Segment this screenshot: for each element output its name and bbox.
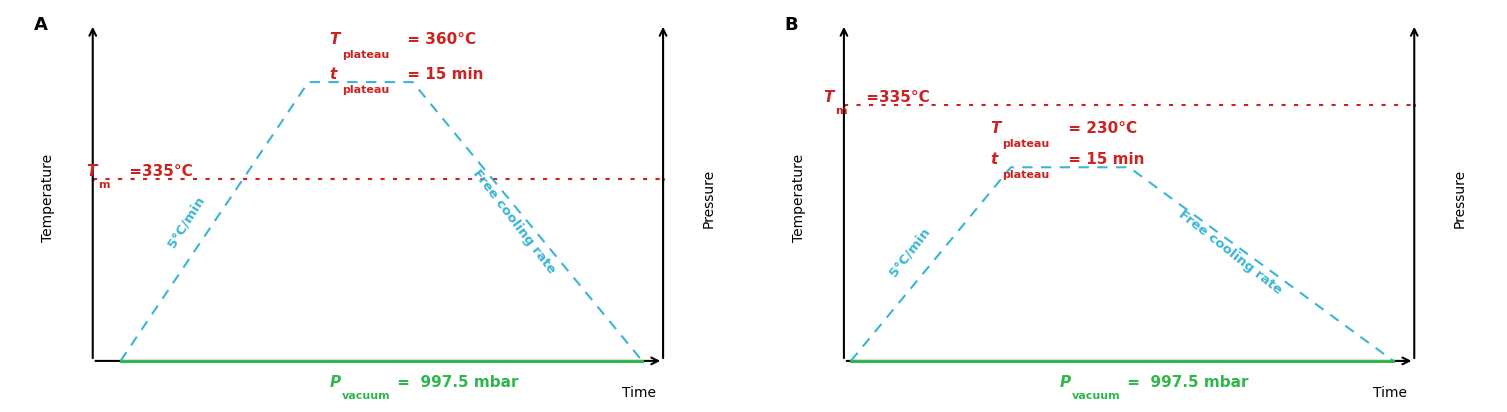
Text: Pressure: Pressure [701,169,716,228]
Text: vacuum: vacuum [1071,391,1121,401]
Text: =  997.5 mbar: = 997.5 mbar [1123,375,1249,390]
Text: P: P [329,375,341,390]
Text: Temperature: Temperature [791,154,806,242]
Text: T: T [823,90,833,105]
Text: Pressure: Pressure [1453,169,1466,228]
Text: plateau: plateau [342,85,389,95]
Text: plateau: plateau [342,50,389,60]
Text: = 15 min: = 15 min [402,67,484,82]
Text: P: P [1059,375,1070,390]
Text: Time: Time [622,386,656,400]
Text: plateau: plateau [1002,139,1050,149]
Text: vacuum: vacuum [342,391,390,401]
Text: =335°C: =335°C [124,164,193,179]
Text: Free cooling rate: Free cooling rate [470,167,558,276]
Text: t: t [990,152,998,167]
Text: T: T [990,121,1001,136]
Text: = 230°C: = 230°C [1062,121,1138,136]
Text: = 15 min: = 15 min [1062,152,1144,167]
Text: Temperature: Temperature [41,154,54,242]
Text: t: t [329,67,336,82]
Text: Free cooling rate: Free cooling rate [1175,208,1284,297]
Text: =335°C: =335°C [862,90,930,105]
Text: = 360°C: = 360°C [402,32,476,47]
Text: T: T [86,164,96,179]
Text: B: B [785,16,799,34]
Text: plateau: plateau [1002,170,1050,180]
Text: Time: Time [1373,386,1408,400]
Text: m: m [835,106,847,116]
Text: A: A [33,16,48,34]
Text: 5°C/min: 5°C/min [166,194,208,249]
Text: T: T [329,32,339,47]
Text: m: m [98,180,110,190]
Text: =  997.5 mbar: = 997.5 mbar [392,375,518,390]
Text: 5°C/min: 5°C/min [888,226,933,279]
